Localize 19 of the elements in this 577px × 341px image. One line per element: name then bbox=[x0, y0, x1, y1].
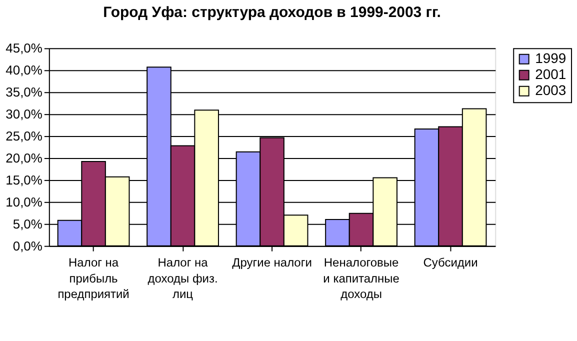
x-tick-label: Налог на прибыль предприятий bbox=[58, 255, 130, 302]
x-tick-label: Другие налоги bbox=[232, 255, 312, 270]
legend-label: 2003 bbox=[535, 82, 566, 98]
x-tick-label: Налог на доходы физ. лиц bbox=[148, 255, 218, 302]
y-tick-label: 25,0% bbox=[6, 128, 43, 144]
y-tick-label: 0,0% bbox=[12, 238, 43, 254]
x-tick-label: Неналоговые и капиталные доходы bbox=[323, 255, 400, 302]
y-tick-label: 45,0% bbox=[6, 40, 43, 56]
y-tick-label: 20,0% bbox=[6, 150, 43, 166]
y-tick-label: 30,0% bbox=[6, 106, 43, 122]
x-tick-label: Субсидии bbox=[423, 255, 478, 270]
y-tick-label: 10,0% bbox=[6, 194, 43, 210]
legend-label: 1999 bbox=[535, 50, 566, 66]
y-tick-label: 15,0% bbox=[6, 172, 43, 188]
legend-label: 2001 bbox=[535, 66, 566, 82]
y-tick-label: 35,0% bbox=[6, 84, 43, 100]
y-tick-label: 5,0% bbox=[12, 216, 43, 232]
chart-title: Город Уфа: структура доходов в 1999-2003 гг. bbox=[103, 4, 441, 22]
y-tick-label: 40,0% bbox=[6, 62, 43, 78]
